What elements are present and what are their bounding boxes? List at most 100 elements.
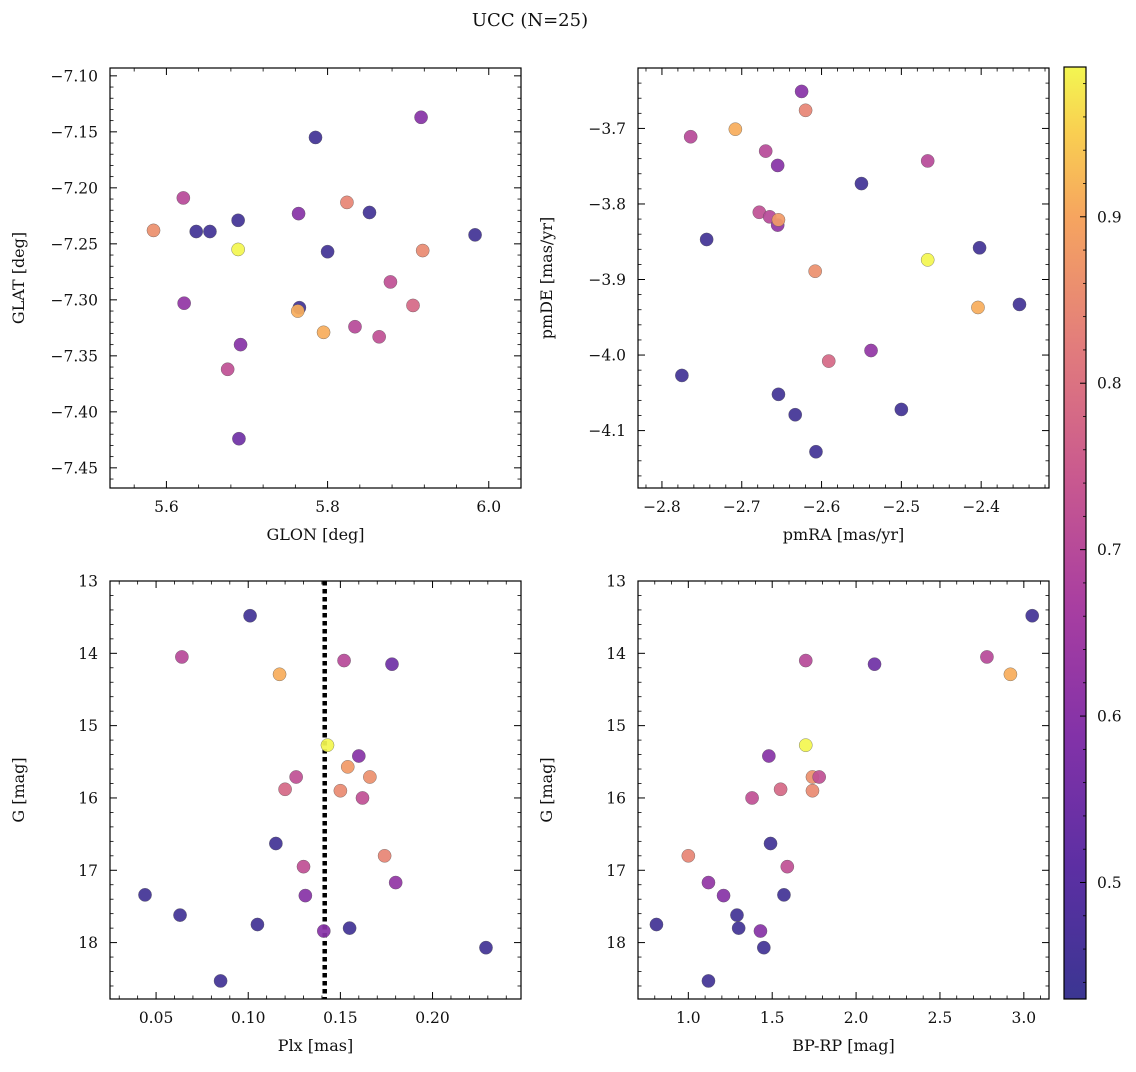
scatter-point [972, 241, 987, 255]
y-tick-label: 15 [78, 717, 98, 735]
y-tick-label: −3.9 [588, 271, 626, 289]
y-tick-label: 17 [606, 862, 626, 880]
scatter-point [340, 195, 354, 210]
scatter-point [867, 657, 882, 671]
y-tick-label: −7.10 [51, 67, 99, 85]
scatter-point [340, 760, 355, 774]
scatter-point [316, 325, 331, 340]
scatter-point [388, 875, 403, 890]
scatter-point [337, 653, 351, 668]
scatter-point [272, 667, 287, 682]
scatter-point [479, 940, 493, 955]
x-axis-label: GLON [deg] [266, 525, 364, 544]
scatter-point [296, 859, 311, 874]
y-axis-label: pmDE [mas/yr] [537, 217, 556, 340]
colorbar-tick-label: 0.9 [1097, 208, 1122, 226]
scatter-point [798, 653, 813, 668]
y-tick-label: 18 [606, 934, 626, 952]
y-tick-label: −3.8 [588, 195, 626, 213]
panel-plx-g: 0.05 0.10 0.15 0.20 13 14 15 16 17 18 Plx [mas] G [… [9, 573, 522, 1055]
y-tick-label: −4.1 [588, 422, 626, 440]
scatter-point [363, 770, 377, 784]
scatter-point [138, 888, 152, 902]
y-tick-label: 16 [78, 789, 98, 807]
y-tick-label: −7.25 [51, 235, 99, 253]
colorbar-tick-label: 0.8 [1097, 375, 1122, 393]
scatter-point [920, 154, 935, 168]
scatter-point [794, 84, 809, 99]
x-axis-label: BP-RP [mag] [792, 1036, 894, 1055]
scatter-point [289, 770, 303, 784]
y-tick-label: −7.40 [51, 403, 99, 421]
scatter-point [278, 782, 292, 797]
scatter-point [231, 213, 245, 228]
scatter-point [317, 924, 331, 938]
scatter-point [753, 924, 768, 938]
scatter-point [731, 921, 746, 935]
scatter-point [383, 275, 398, 289]
y-tick-label: 13 [78, 573, 98, 591]
x-tick-label: 0.05 [139, 1009, 174, 1027]
scatter-point [1003, 667, 1018, 682]
x-axis-label: pmRA [mas/yr] [783, 525, 905, 544]
scatter-point [773, 782, 788, 797]
scatter-point [243, 608, 257, 623]
y-tick-label: 17 [78, 862, 98, 880]
scatter-point [213, 974, 228, 988]
scatter-point [716, 888, 731, 903]
scatter-point [1025, 608, 1039, 623]
panel-glon-glat: 5.6 5.8 6.0 −7.10 −7.15 −7.20 −7.25 −7.30 −7.35 −… [9, 67, 522, 544]
x-tick-label: 5.8 [315, 498, 340, 516]
scatter-point [320, 244, 335, 259]
scatter-point [812, 770, 826, 784]
scatter-point [971, 300, 985, 315]
plot-frame [109, 580, 522, 1000]
scatter-point [980, 650, 994, 664]
colorbar-frame [1063, 66, 1087, 1000]
scatter-point [701, 974, 716, 988]
scatter-point [352, 749, 366, 763]
plot-frame [637, 580, 1050, 1000]
scatter-point [385, 657, 399, 671]
scatter-point [290, 304, 305, 318]
scatter-point [780, 859, 795, 874]
scatter-point [176, 191, 191, 205]
y-axis-label: G [mag] [537, 757, 556, 822]
x-axis-label: Plx [mas] [278, 1036, 353, 1055]
y-tick-label: 15 [606, 717, 626, 735]
scatter-point [189, 224, 204, 239]
scatter-point [362, 205, 377, 220]
x-tick-label: −2.6 [803, 498, 841, 516]
scatter-point [821, 354, 836, 368]
y-tick-label: 18 [78, 934, 98, 952]
scatter-point [173, 908, 187, 922]
scatter-point [177, 296, 191, 310]
scatter-point [377, 849, 392, 863]
x-tick-label: 5.6 [154, 498, 179, 516]
scatter-point [1012, 297, 1027, 312]
x-tick-label: −2.5 [883, 498, 921, 516]
scatter-point [406, 298, 420, 313]
x-tick-label: 3.0 [1012, 1009, 1037, 1027]
y-tick-label: −3.7 [588, 120, 626, 138]
scatter-point [233, 337, 248, 352]
colorbar-tick-label: 0.7 [1097, 541, 1122, 559]
y-tick-label: 13 [606, 573, 626, 591]
x-tick-label: 2.5 [928, 1009, 953, 1027]
scatter-point [758, 144, 773, 158]
scatter-point [342, 921, 357, 935]
scatter-point [291, 206, 306, 221]
scatter-point [298, 888, 313, 903]
x-tick-label: 1.0 [676, 1009, 701, 1027]
scatter-point [920, 253, 935, 267]
scatter-point [798, 738, 813, 752]
scatter-point [649, 917, 664, 932]
colorbar-tick-label: 0.5 [1097, 874, 1122, 892]
scatter-point [675, 368, 689, 383]
scatter-point [320, 738, 335, 752]
scatter-point [788, 407, 802, 422]
scatter-point [770, 158, 785, 173]
x-tick-label: 0.20 [415, 1009, 450, 1027]
scatter-point [745, 791, 759, 805]
